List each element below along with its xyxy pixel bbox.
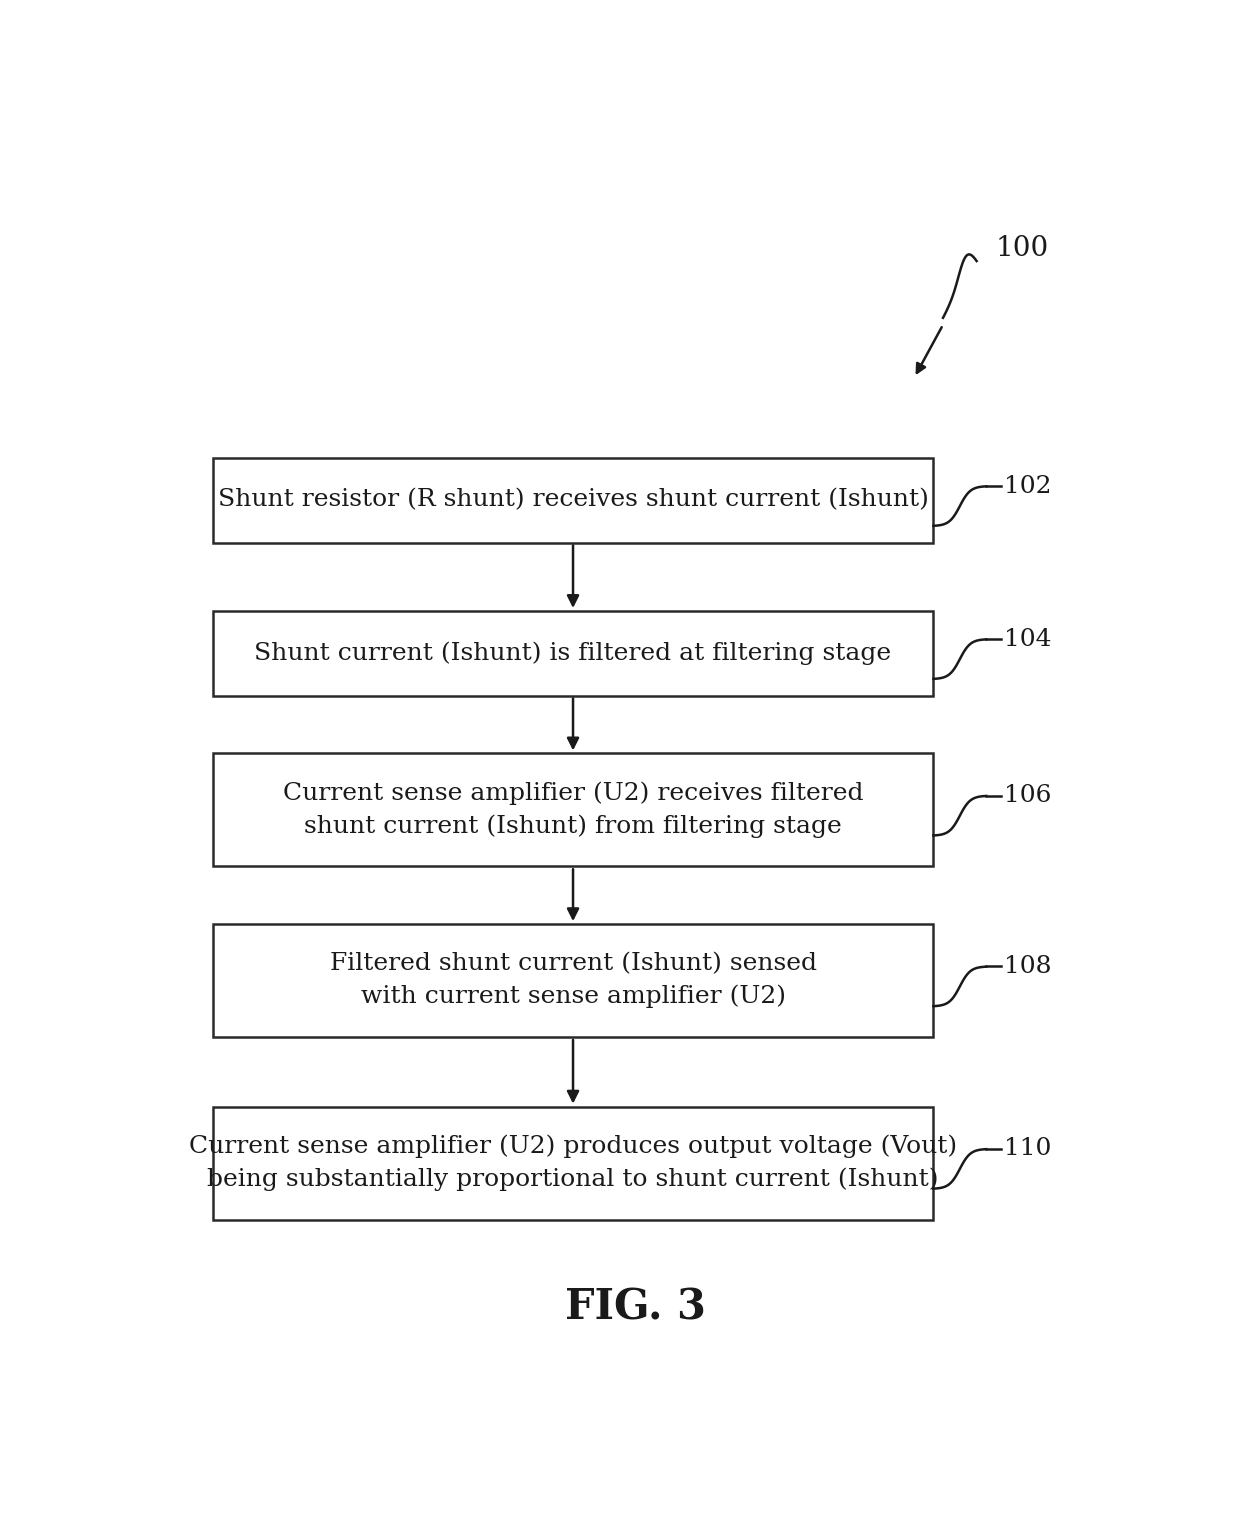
Text: 106: 106 xyxy=(1003,784,1052,807)
FancyBboxPatch shape xyxy=(213,754,934,867)
Text: Shunt resistor (R shunt) receives shunt current (Ishunt): Shunt resistor (R shunt) receives shunt … xyxy=(217,489,929,512)
FancyBboxPatch shape xyxy=(213,924,934,1037)
Text: 104: 104 xyxy=(1003,627,1052,651)
Text: Current sense amplifier (U2) receives filtered
shunt current (Ishunt) from filte: Current sense amplifier (U2) receives fi… xyxy=(283,781,863,838)
FancyBboxPatch shape xyxy=(213,1107,934,1220)
FancyBboxPatch shape xyxy=(213,612,934,696)
Text: Shunt current (Ishunt) is filtered at filtering stage: Shunt current (Ishunt) is filtered at fi… xyxy=(254,642,892,665)
Text: Current sense amplifier (U2) produces output voltage (Vout)
being substantially : Current sense amplifier (U2) produces ou… xyxy=(188,1135,957,1191)
Text: 102: 102 xyxy=(1003,474,1052,497)
Text: Filtered shunt current (Ishunt) sensed
with current sense amplifier (U2): Filtered shunt current (Ishunt) sensed w… xyxy=(330,953,816,1009)
FancyBboxPatch shape xyxy=(213,457,934,543)
Text: 100: 100 xyxy=(996,235,1049,261)
Text: 110: 110 xyxy=(1003,1138,1052,1161)
Text: FIG. 3: FIG. 3 xyxy=(565,1287,706,1329)
Text: 108: 108 xyxy=(1003,956,1052,979)
